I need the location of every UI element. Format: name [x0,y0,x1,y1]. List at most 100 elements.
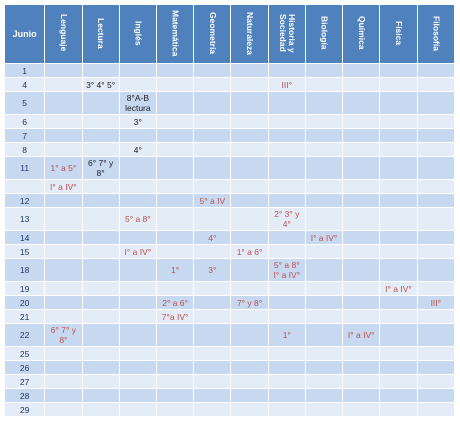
cell [155,91,195,115]
cell [230,388,269,403]
cell [118,281,157,296]
row: 19 I° a IV° [3,281,456,296]
header-cell: Lenguaje [44,4,83,64]
cell [267,244,306,259]
cell [416,193,456,208]
header-cell: Matemática [155,4,195,64]
cell [44,207,83,231]
cell [44,142,83,157]
day-cell [3,179,46,194]
cell [304,63,344,78]
cell [44,295,83,310]
day-cell: 15 [3,244,46,259]
cell: 5° a 8° [118,207,157,231]
cell [193,360,232,375]
cell [193,388,232,403]
cell [416,360,456,375]
cell: 1° [155,258,195,282]
cell [379,77,418,92]
cell [379,142,418,157]
cell [81,244,120,259]
cell [342,63,381,78]
row: 29 [3,402,456,417]
cell [230,142,269,157]
day-cell: 14 [3,230,46,245]
cell: 3° 4° 5° [81,77,120,92]
cell [379,402,418,417]
header-row: Junio Lenguaje Lectura Inglés Matemática Geom… [3,4,456,64]
cell [155,114,195,129]
cell [230,207,269,231]
cell [304,258,344,282]
cell [379,374,418,389]
cell [416,309,456,324]
cell [304,402,344,417]
cell [230,323,269,347]
cell [416,346,456,361]
row: 18 1° 3° 5° a 8° I° a IV° [3,258,456,282]
cell [193,63,232,78]
day-cell: 22 [3,323,46,347]
cell [342,179,381,194]
cell [304,388,344,403]
cell: 7° y 8° [230,295,269,310]
cell: 4° [118,142,157,157]
row: 27 [3,374,456,389]
header-cell: Química [342,4,381,64]
header-cell: Historia y Sociedad [267,4,306,64]
cell [81,179,120,194]
cell [304,346,344,361]
cell [304,179,344,194]
cell [155,156,195,180]
header-cell: Física [379,4,418,64]
cell [379,346,418,361]
cell [230,156,269,180]
cell [342,388,381,403]
cell [44,63,83,78]
cell [267,281,306,296]
cell [267,142,306,157]
cell: 6° 7° y 8° [81,156,120,180]
cell [230,63,269,78]
cell [416,323,456,347]
cell [379,193,418,208]
header-cell: Lectura [81,4,120,64]
header-label: Historia y Sociedad [277,13,297,53]
cell: 4° [193,230,232,245]
cell [230,193,269,208]
cell: 1° a 6° [230,244,269,259]
cell [230,309,269,324]
cell [81,207,120,231]
cell [155,77,195,92]
cell [193,77,232,92]
header-label: Naturaleza [245,11,256,55]
cell [267,360,306,375]
row: 4 3° 4° 5° III° [3,77,456,92]
cell [193,346,232,361]
cell [416,207,456,231]
cell [118,323,157,347]
day-cell: 28 [3,388,46,403]
cell [81,114,120,129]
cell: 5° a IV [193,193,232,208]
cell [44,346,83,361]
cell [267,128,306,143]
row: I° a IV° [3,179,456,194]
cell [155,244,195,259]
cell [267,156,306,180]
cell [267,388,306,403]
row: 21 7°a IV° [3,309,456,324]
cell [416,244,456,259]
cell: I° a IV° [304,230,344,245]
cell [81,388,120,403]
row: 12 5° a IV [3,193,456,208]
cell [155,388,195,403]
day-cell: 26 [3,360,46,375]
header-cell: Naturaleza [230,4,269,64]
cell [193,91,232,115]
cell [118,309,157,324]
cell [267,230,306,245]
cell [118,156,157,180]
row: 5 8°A-B lectura [3,91,456,115]
cell [81,230,120,245]
